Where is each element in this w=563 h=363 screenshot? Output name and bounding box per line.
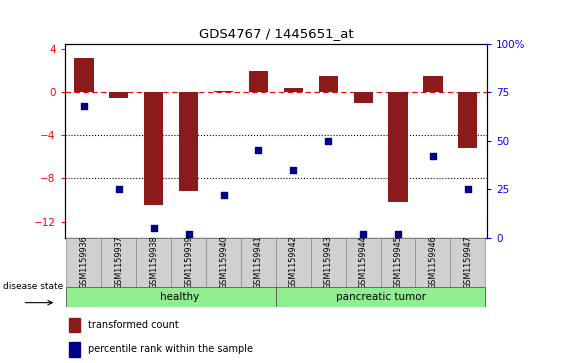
- FancyBboxPatch shape: [311, 238, 346, 287]
- FancyBboxPatch shape: [450, 238, 485, 287]
- Text: GSM1159942: GSM1159942: [289, 235, 298, 289]
- Bar: [179, 92, 198, 191]
- FancyBboxPatch shape: [136, 238, 171, 287]
- Bar: [74, 58, 93, 92]
- FancyBboxPatch shape: [276, 238, 311, 287]
- FancyBboxPatch shape: [381, 238, 415, 287]
- Point: [219, 192, 228, 198]
- Point: [149, 225, 158, 231]
- Text: pancreatic tumor: pancreatic tumor: [336, 292, 426, 302]
- FancyBboxPatch shape: [206, 238, 241, 287]
- Point: [289, 167, 298, 173]
- Bar: [423, 76, 443, 92]
- Text: GSM1159947: GSM1159947: [463, 235, 472, 289]
- FancyBboxPatch shape: [346, 238, 381, 287]
- Bar: [249, 70, 268, 92]
- Text: GSM1159943: GSM1159943: [324, 236, 333, 289]
- Text: disease state: disease state: [3, 282, 63, 291]
- Point: [184, 231, 193, 237]
- Bar: [388, 92, 408, 202]
- Bar: [144, 92, 163, 205]
- Bar: [458, 92, 477, 148]
- FancyBboxPatch shape: [276, 287, 485, 307]
- Point: [79, 103, 88, 109]
- Point: [254, 147, 263, 153]
- Text: GSM1159941: GSM1159941: [254, 236, 263, 289]
- Bar: [319, 76, 338, 92]
- Text: GDS4767 / 1445651_at: GDS4767 / 1445651_at: [199, 27, 353, 40]
- Point: [324, 138, 333, 143]
- Text: GSM1159936: GSM1159936: [79, 236, 88, 289]
- FancyBboxPatch shape: [171, 238, 206, 287]
- Point: [428, 153, 437, 159]
- Text: GSM1159940: GSM1159940: [219, 236, 228, 289]
- Text: GSM1159946: GSM1159946: [428, 236, 437, 289]
- Bar: [69, 318, 79, 333]
- Text: GSM1159937: GSM1159937: [114, 235, 123, 289]
- Bar: [284, 88, 303, 92]
- Text: GSM1159938: GSM1159938: [149, 236, 158, 289]
- Bar: [354, 92, 373, 103]
- Point: [394, 231, 403, 237]
- Text: GSM1159944: GSM1159944: [359, 236, 368, 289]
- FancyBboxPatch shape: [101, 238, 136, 287]
- Text: percentile rank within the sample: percentile rank within the sample: [88, 344, 253, 354]
- Text: healthy: healthy: [160, 292, 199, 302]
- Bar: [109, 92, 128, 98]
- Bar: [214, 91, 233, 92]
- FancyBboxPatch shape: [415, 238, 450, 287]
- Point: [114, 186, 123, 192]
- FancyBboxPatch shape: [241, 238, 276, 287]
- Point: [463, 186, 472, 192]
- Bar: [69, 342, 79, 357]
- Text: GSM1159939: GSM1159939: [184, 235, 193, 289]
- Text: GSM1159945: GSM1159945: [394, 235, 403, 289]
- FancyBboxPatch shape: [66, 238, 101, 287]
- FancyBboxPatch shape: [66, 287, 276, 307]
- Text: transformed count: transformed count: [88, 320, 178, 330]
- Point: [359, 231, 368, 237]
